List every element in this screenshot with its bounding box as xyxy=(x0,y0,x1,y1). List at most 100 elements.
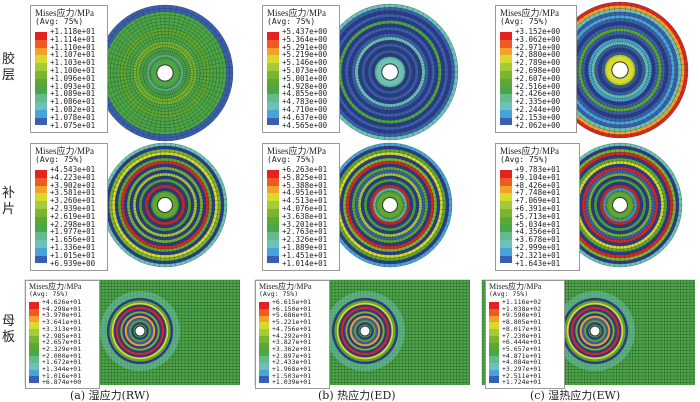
center-hole xyxy=(134,325,146,337)
mesh-line xyxy=(346,213,382,249)
mesh-line xyxy=(108,210,154,232)
mesh-line xyxy=(403,60,457,70)
color-bin xyxy=(267,109,279,118)
mesh-line xyxy=(153,6,163,60)
stress-legend: Mises应力/MPa (Avg: 75%) +1.116e+02 +1.038e… xyxy=(485,280,565,390)
mesh-line xyxy=(609,217,618,267)
color-bin xyxy=(35,232,47,241)
mesh-line xyxy=(153,86,163,140)
legend-value: +3.313e+01 xyxy=(42,324,82,333)
legend-title: Mises应力/MPa xyxy=(35,146,95,156)
legend-value: +1.977e+01 xyxy=(50,227,96,237)
mesh-line xyxy=(172,214,205,253)
mesh-line xyxy=(117,212,156,245)
mesh-line xyxy=(174,82,214,122)
color-bin xyxy=(500,78,512,87)
mesh-line xyxy=(361,10,385,60)
color-bin xyxy=(35,70,47,79)
legend-value: +4.783e+00 xyxy=(282,97,328,107)
legend-value: +1.114e+01 xyxy=(50,34,96,44)
mesh-line xyxy=(173,213,209,249)
mesh-line xyxy=(576,161,612,197)
mesh-line xyxy=(630,26,673,62)
legend-value: +7.230e+01 xyxy=(502,331,542,340)
mesh-line xyxy=(392,217,401,267)
mesh-line xyxy=(116,24,156,64)
mesh-line xyxy=(383,4,389,59)
color-bin xyxy=(500,247,512,256)
mesh-line xyxy=(401,37,449,66)
mesh-line xyxy=(368,216,386,264)
mesh-line xyxy=(172,215,201,256)
mesh-line xyxy=(354,154,383,195)
mesh-line xyxy=(165,143,171,193)
legend-value: +6.874e+00 xyxy=(42,378,82,387)
legend-value: +6.263e+01 xyxy=(282,165,328,174)
color-bin xyxy=(500,170,512,178)
mesh-line xyxy=(178,66,233,72)
color-bin xyxy=(267,201,279,209)
color-bar xyxy=(500,32,512,126)
mesh-line xyxy=(393,6,408,59)
color-bin xyxy=(259,308,269,316)
center-hole xyxy=(157,197,173,213)
mesh-line xyxy=(143,216,161,264)
color-bin xyxy=(500,216,512,225)
color-bin xyxy=(267,177,279,186)
legend-value: +2.062e+00 xyxy=(515,120,561,130)
mesh-line xyxy=(154,143,163,193)
mesh-line xyxy=(176,33,221,66)
color-bin xyxy=(259,329,269,336)
mesh-line xyxy=(112,29,155,65)
mesh-line xyxy=(632,41,682,65)
center-hole xyxy=(381,63,399,81)
mesh-line xyxy=(342,165,381,198)
mesh-line xyxy=(401,78,449,107)
mesh-line xyxy=(133,151,159,195)
mesh-line xyxy=(136,11,160,61)
mesh-line xyxy=(622,217,631,267)
mesh-line xyxy=(350,83,383,128)
mesh-line xyxy=(632,205,682,211)
mesh-line xyxy=(103,78,153,102)
legend-value: +6.150e+01 xyxy=(272,304,312,313)
color-bin xyxy=(29,308,39,316)
mesh-line xyxy=(372,6,387,59)
color-bar xyxy=(267,32,279,126)
mesh-line xyxy=(103,194,153,203)
legend-avg: (Avg: 75%) xyxy=(500,155,549,164)
mesh-line xyxy=(101,49,153,69)
center-hole xyxy=(612,197,628,213)
mesh-line xyxy=(400,169,441,198)
mesh-line xyxy=(177,199,227,205)
color-bin xyxy=(489,342,499,350)
mesh-line xyxy=(402,77,452,101)
mesh-line xyxy=(628,213,664,249)
color-bin xyxy=(259,342,269,350)
mesh-line xyxy=(401,188,450,202)
mesh-line xyxy=(602,4,617,57)
legend-value: +2.763e+01 xyxy=(282,227,328,237)
mesh-line xyxy=(402,76,454,96)
mesh-line xyxy=(620,143,626,193)
mesh-line xyxy=(111,211,155,237)
mesh-line xyxy=(630,78,673,114)
mesh-line xyxy=(603,216,617,265)
legend-value: +2.511e+01 xyxy=(502,371,542,380)
mesh-line xyxy=(129,215,158,256)
color-bin xyxy=(35,201,47,209)
mesh-line xyxy=(177,194,227,203)
stress-legend: Mises应力/MPa (Avg: 75%) +4.626e+01 +4.298e… xyxy=(25,280,100,390)
mesh-line xyxy=(103,199,153,205)
mesh-line xyxy=(402,205,452,211)
mesh-line xyxy=(125,84,158,129)
mesh-line xyxy=(112,81,155,117)
color-bin xyxy=(35,224,47,233)
legend-value: +3.638e+01 xyxy=(282,211,328,221)
mesh-line xyxy=(105,208,154,222)
mesh-line xyxy=(334,32,379,65)
mesh-line xyxy=(346,19,382,62)
color-bin xyxy=(259,335,269,343)
mesh-line xyxy=(627,154,656,195)
mesh-line xyxy=(392,143,401,193)
